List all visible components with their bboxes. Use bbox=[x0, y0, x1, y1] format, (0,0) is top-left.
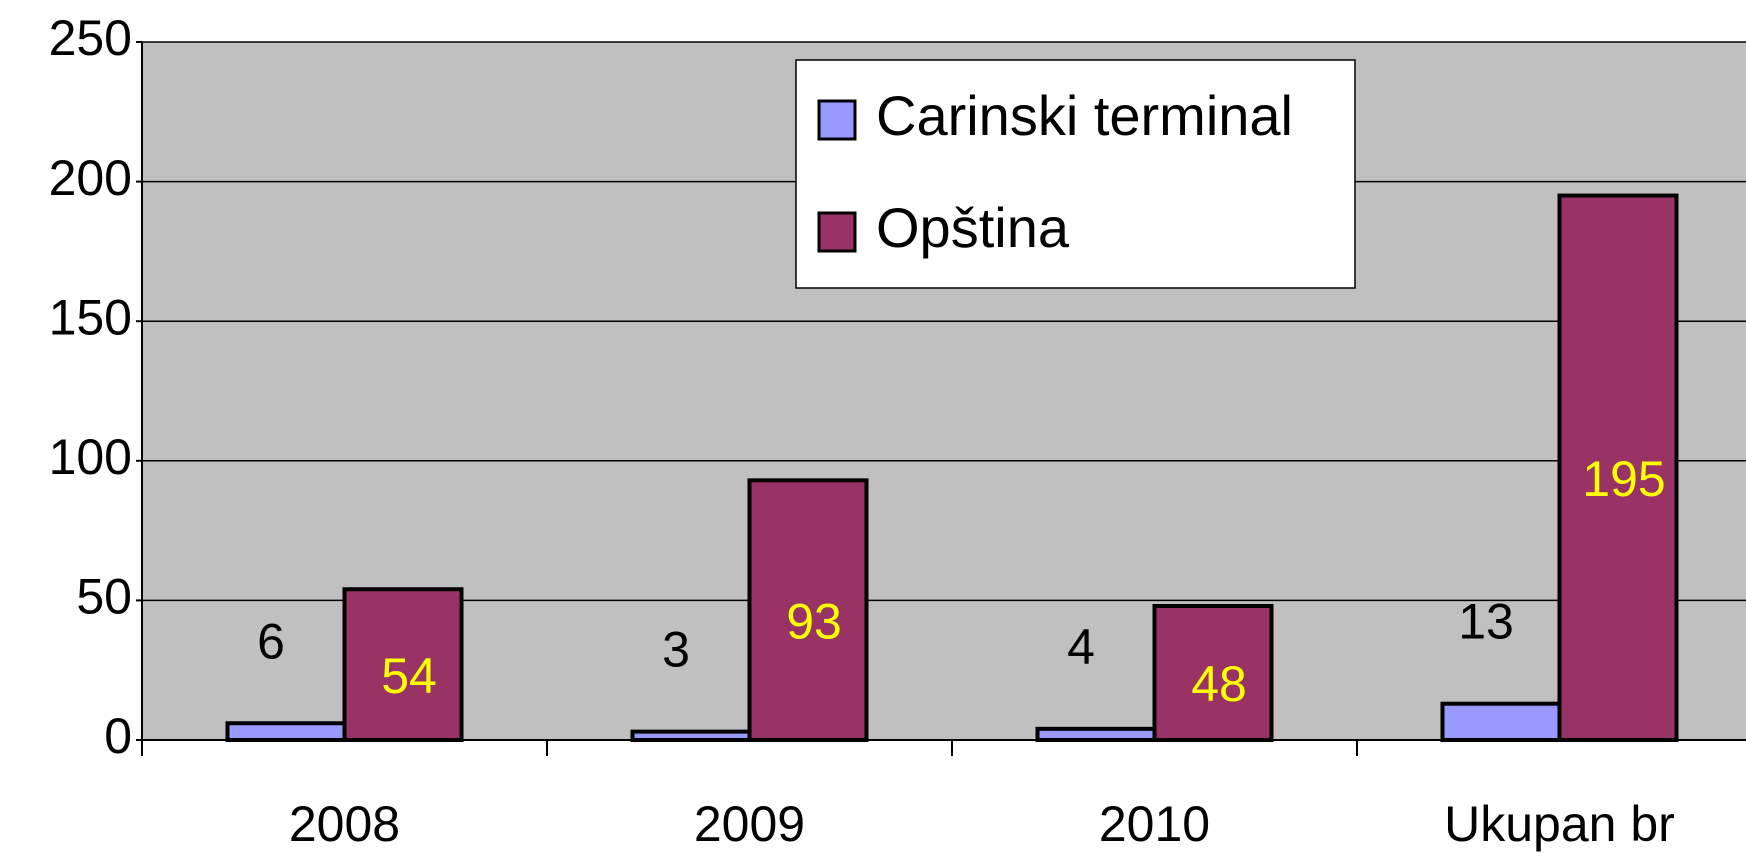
value-label: 4 bbox=[1067, 619, 1095, 675]
value-label: 6 bbox=[257, 613, 285, 669]
value-label: 93 bbox=[786, 593, 842, 649]
y-tick-label: 200 bbox=[49, 150, 132, 206]
x-tick-label: 2009 bbox=[694, 796, 805, 852]
bar bbox=[1557, 193, 1679, 742]
legend-swatch bbox=[817, 211, 857, 253]
x-tick-label: 2008 bbox=[289, 796, 400, 852]
value-label: 195 bbox=[1582, 451, 1665, 507]
bar bbox=[225, 721, 347, 742]
bar bbox=[342, 587, 464, 742]
legend-label: Opština bbox=[876, 196, 1070, 259]
y-tick-label: 50 bbox=[76, 569, 132, 625]
x-tick-label: Ukupan br bbox=[1444, 796, 1675, 852]
y-tick-label: 250 bbox=[49, 10, 132, 66]
bar bbox=[747, 478, 869, 742]
bar bbox=[1152, 603, 1274, 743]
y-tick-label: 100 bbox=[49, 429, 132, 485]
y-tick-label: 0 bbox=[104, 708, 132, 764]
y-tick-label: 150 bbox=[49, 289, 132, 345]
bar bbox=[1035, 726, 1157, 742]
bar bbox=[1440, 701, 1562, 742]
x-tick-label: 2010 bbox=[1099, 796, 1210, 852]
bar bbox=[630, 729, 752, 743]
legend-swatch bbox=[817, 99, 857, 141]
value-label: 3 bbox=[662, 622, 690, 678]
value-label: 13 bbox=[1458, 594, 1514, 650]
legend bbox=[795, 59, 1356, 289]
legend-label: Carinski terminal bbox=[876, 84, 1293, 147]
value-label: 54 bbox=[381, 648, 437, 704]
value-label: 48 bbox=[1191, 656, 1247, 712]
